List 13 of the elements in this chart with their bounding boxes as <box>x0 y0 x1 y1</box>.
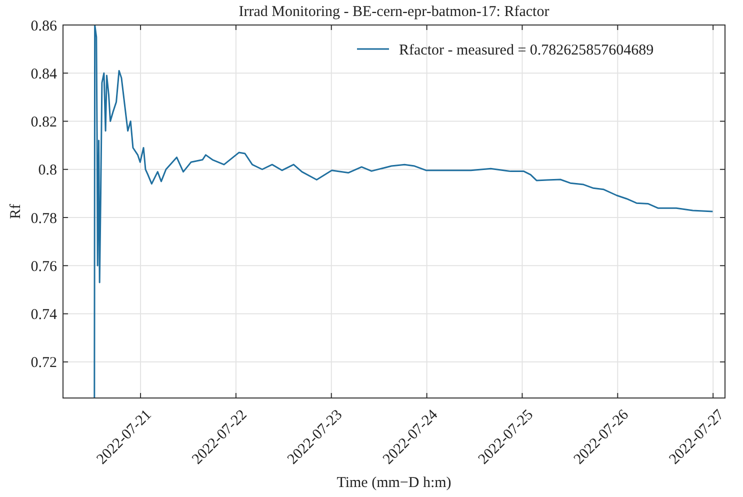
legend-label: Rfactor - measured = 0.782625857604689 <box>399 42 654 58</box>
y-tick-label: 0.84 <box>30 66 58 82</box>
y-tick-label: 0.86 <box>30 18 58 34</box>
y-axis-title: Rf <box>8 204 24 219</box>
y-tick-label: 0.74 <box>30 307 58 324</box>
y-tick-label: 0.8 <box>38 162 57 179</box>
y-tick-label: 0.76 <box>30 258 58 275</box>
y-tick-label: 0.72 <box>30 355 57 372</box>
y-tick-label: 0.82 <box>30 114 57 131</box>
line-series <box>94 25 714 398</box>
x-axis-title: Time (mm−D h:m) <box>336 475 452 491</box>
chart-title: Irrad Monitoring - BE-cern-epr-batmon-17: Rfactor <box>238 4 550 20</box>
y-tick-label: 0.78 <box>30 210 57 227</box>
